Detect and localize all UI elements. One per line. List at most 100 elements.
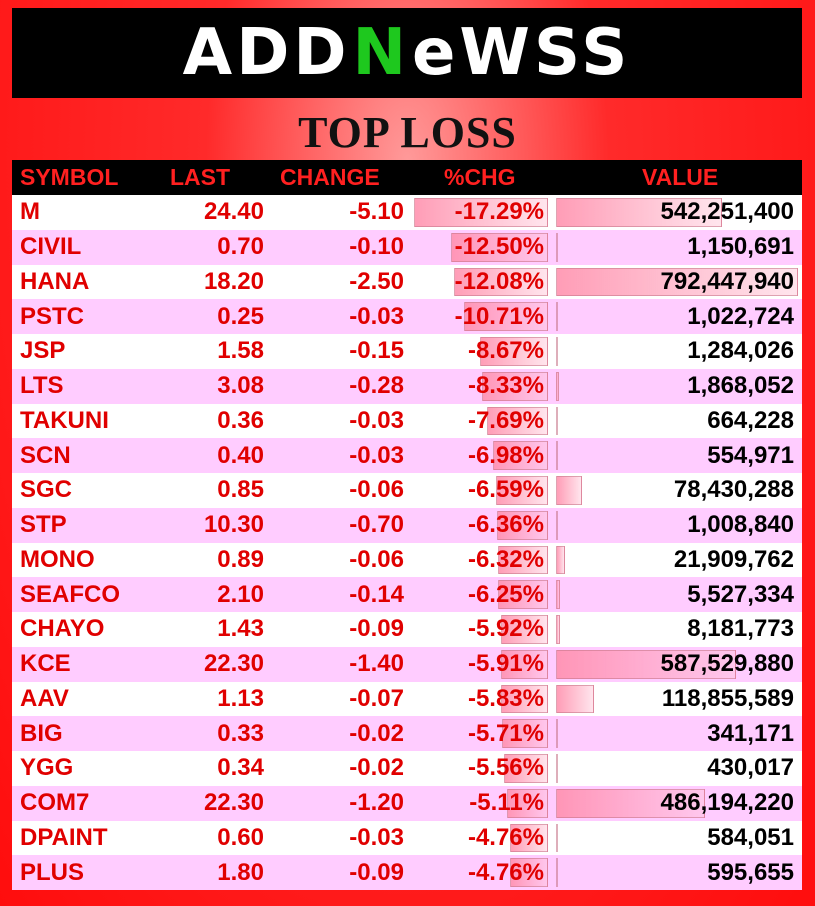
pct-cell-text: -17.29% xyxy=(454,198,544,226)
table-row: MONO 0.89 -0.06 -6.32% 21,909,762 xyxy=(12,542,802,578)
value-bar xyxy=(556,545,565,575)
value-cell-text: 5,527,334 xyxy=(687,580,794,608)
last-cell: 0.25 xyxy=(162,299,272,334)
change-cell: -0.03 xyxy=(272,299,412,334)
table-row: HANA 18.20 -2.50 -12.08% 792,447,940 xyxy=(12,264,802,300)
pct-cell-text: -8.67% xyxy=(467,337,544,365)
table-row: SGC 0.85 -0.06 -6.59% 78,430,288 xyxy=(12,473,802,508)
change-cell-text: -0.15 xyxy=(349,337,404,365)
pct-bar xyxy=(510,858,548,887)
value-cell: 8,181,773 xyxy=(552,612,802,647)
last-cell-text: 0.36 xyxy=(217,406,264,434)
pct-cell: -12.08% xyxy=(412,264,552,300)
symbol-cell: AAV xyxy=(12,681,162,717)
logo-bar: ADD N eWSS xyxy=(12,8,802,98)
change-cell-text: -0.10 xyxy=(349,233,404,261)
table-row: SEAFCO 2.10 -0.14 -6.25% 5,527,334 xyxy=(12,577,802,612)
table-row: AAV 1.13 -0.07 -5.83% 118,855,589 xyxy=(12,681,802,717)
logo-text-2: eWSS xyxy=(412,16,632,90)
table-row: STP 10.30 -0.70 -6.36% 1,008,840 xyxy=(12,507,802,543)
symbol-cell: JSP xyxy=(12,334,162,369)
change-cell: -0.10 xyxy=(272,229,412,265)
change-cell: -0.09 xyxy=(272,855,412,890)
change-cell: -0.15 xyxy=(272,334,412,369)
symbol-cell-text: MONO xyxy=(20,545,95,573)
last-cell: 1.13 xyxy=(162,681,272,717)
last-cell-text: 1.80 xyxy=(217,858,264,886)
pct-bar xyxy=(501,649,548,679)
change-cell-text: -2.50 xyxy=(349,267,404,295)
last-cell-text: 22.30 xyxy=(203,789,264,817)
pct-cell: -6.32% xyxy=(412,542,552,578)
last-cell: 1.43 xyxy=(162,612,272,647)
change-cell: -0.28 xyxy=(272,368,412,404)
pct-cell: -17.29% xyxy=(412,195,552,230)
last-cell-text: 0.89 xyxy=(217,545,264,573)
symbol-cell: MONO xyxy=(12,542,162,578)
pct-cell: -6.98% xyxy=(412,438,552,473)
value-bar xyxy=(556,510,558,540)
last-cell-text: 10.30 xyxy=(203,511,264,539)
table-row: PLUS 1.80 -0.09 -4.76% 595,655 xyxy=(12,855,802,890)
symbol-cell: DPAINT xyxy=(12,820,162,856)
last-cell-text: 0.70 xyxy=(217,233,264,261)
last-cell: 3.08 xyxy=(162,368,272,404)
symbol-cell: STP xyxy=(12,507,162,543)
value-cell-text: 1,008,840 xyxy=(687,511,794,539)
table-body: M 24.40 -5.10 -17.29% 542,251,400 CIVIL 0.70 -0… xyxy=(12,195,802,890)
pct-cell-text: -5.11% xyxy=(469,789,544,817)
last-cell: 22.30 xyxy=(162,785,272,821)
pct-cell-text: -6.32% xyxy=(467,545,544,573)
change-cell: -0.09 xyxy=(272,612,412,647)
pct-bar xyxy=(493,441,548,470)
value-cell: 554,971 xyxy=(552,438,802,473)
value-bar xyxy=(556,615,560,644)
symbol-cell: COM7 xyxy=(12,785,162,821)
symbol-cell-text: PSTC xyxy=(20,302,85,330)
last-cell-text: 3.08 xyxy=(217,372,264,400)
value-cell-text: 587,529,880 xyxy=(660,650,794,678)
change-cell: -0.14 xyxy=(272,577,412,612)
last-cell: 0.89 xyxy=(162,542,272,578)
value-bar xyxy=(556,649,736,679)
change-cell: -2.50 xyxy=(272,264,412,300)
value-cell: 486,194,220 xyxy=(552,785,802,821)
table-row: YGG 0.34 -0.02 -5.56% 430,017 xyxy=(12,751,802,786)
change-cell-text: -0.02 xyxy=(349,754,404,782)
value-bar xyxy=(556,302,558,331)
pct-cell-text: -6.59% xyxy=(467,476,544,504)
change-cell-text: -0.70 xyxy=(349,511,404,539)
symbol-cell-text: SGC xyxy=(20,476,73,504)
value-cell: 21,909,762 xyxy=(552,542,802,578)
table-row: KCE 22.30 -1.40 -5.91% 587,529,880 xyxy=(12,646,802,682)
symbol-cell: KCE xyxy=(12,646,162,682)
last-cell-text: 0.60 xyxy=(217,823,264,851)
value-bar xyxy=(556,858,558,887)
pct-cell: -12.50% xyxy=(412,229,552,265)
logo-accent: N xyxy=(352,16,411,90)
change-cell-text: -0.03 xyxy=(349,441,404,469)
pct-cell-text: -12.50% xyxy=(454,233,544,261)
pct-cell-text: -8.33% xyxy=(467,372,544,400)
value-cell: 1,022,724 xyxy=(552,299,802,334)
pct-bar xyxy=(498,580,548,609)
page-title: TOP LOSS xyxy=(298,108,517,157)
table-row: DPAINT 0.60 -0.03 -4.76% 584,051 xyxy=(12,820,802,856)
header-last: LAST xyxy=(162,160,272,195)
pct-cell-text: -6.36% xyxy=(467,511,544,539)
symbol-cell-text: TAKUNI xyxy=(20,406,109,434)
symbol-cell: YGG xyxy=(12,751,162,786)
logo: ADD N eWSS xyxy=(183,16,632,90)
value-cell-text: 554,971 xyxy=(707,441,794,469)
symbol-cell: CHAYO xyxy=(12,612,162,647)
change-cell: -0.02 xyxy=(272,716,412,751)
value-cell: 430,017 xyxy=(552,751,802,786)
change-cell: -0.06 xyxy=(272,542,412,578)
last-cell: 0.36 xyxy=(162,403,272,439)
last-cell-text: 0.33 xyxy=(217,719,264,747)
pct-cell-text: -6.98% xyxy=(467,441,544,469)
change-cell: -0.07 xyxy=(272,681,412,717)
table-row: JSP 1.58 -0.15 -8.67% 1,284,026 xyxy=(12,334,802,369)
value-cell: 542,251,400 xyxy=(552,195,802,230)
